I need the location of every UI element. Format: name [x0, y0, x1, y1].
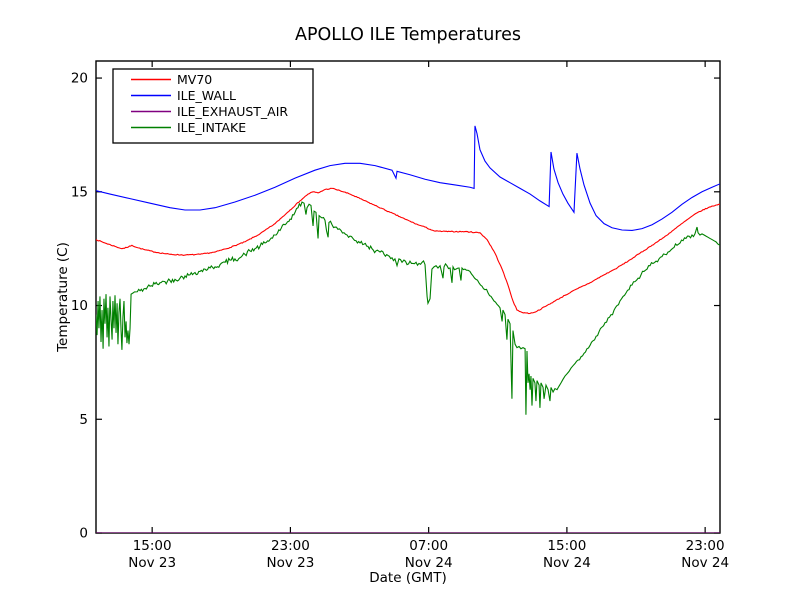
x-tick-label-time: 15:00 — [133, 538, 172, 554]
legend-label-mv70: MV70 — [177, 72, 212, 87]
series-lines — [96, 125, 720, 533]
legend-label-ile_wall: ILE_WALL — [177, 88, 236, 103]
x-tick-label-date: Nov 24 — [681, 555, 729, 571]
y-tick-label: 0 — [79, 526, 88, 542]
x-tick-label-time: 15:00 — [547, 538, 586, 554]
y-tick-label: 10 — [71, 298, 88, 314]
x-tick-label-time: 23:00 — [271, 538, 310, 554]
legend-label-ile_exhaust_air: ILE_EXHAUST_AIR — [177, 104, 288, 119]
series-line-mv70 — [96, 187, 720, 315]
y-tick-label: 20 — [71, 71, 88, 87]
x-tick-label-time: 07:00 — [409, 538, 448, 554]
x-tick-label-date: Nov 23 — [128, 555, 176, 571]
x-tick-label-date: Nov 23 — [266, 555, 314, 571]
legend-box — [112, 68, 314, 144]
y-tick-label: 15 — [71, 184, 88, 200]
x-tick-label-time: 23:00 — [686, 538, 725, 554]
x-tick-label-date: Nov 24 — [543, 555, 591, 571]
y-axis-label: Temperature (C) — [55, 242, 71, 353]
series-line-ile_intake — [96, 201, 720, 415]
y-tick-label: 5 — [79, 412, 88, 428]
chart-title: APOLLO ILE Temperatures — [295, 25, 521, 45]
x-tick-label-date: Nov 24 — [405, 555, 453, 571]
series-line-ile_wall — [96, 125, 720, 232]
legend-label-ile_intake: ILE_INTAKE — [177, 120, 246, 135]
x-axis-label: Date (GMT) — [369, 570, 446, 586]
